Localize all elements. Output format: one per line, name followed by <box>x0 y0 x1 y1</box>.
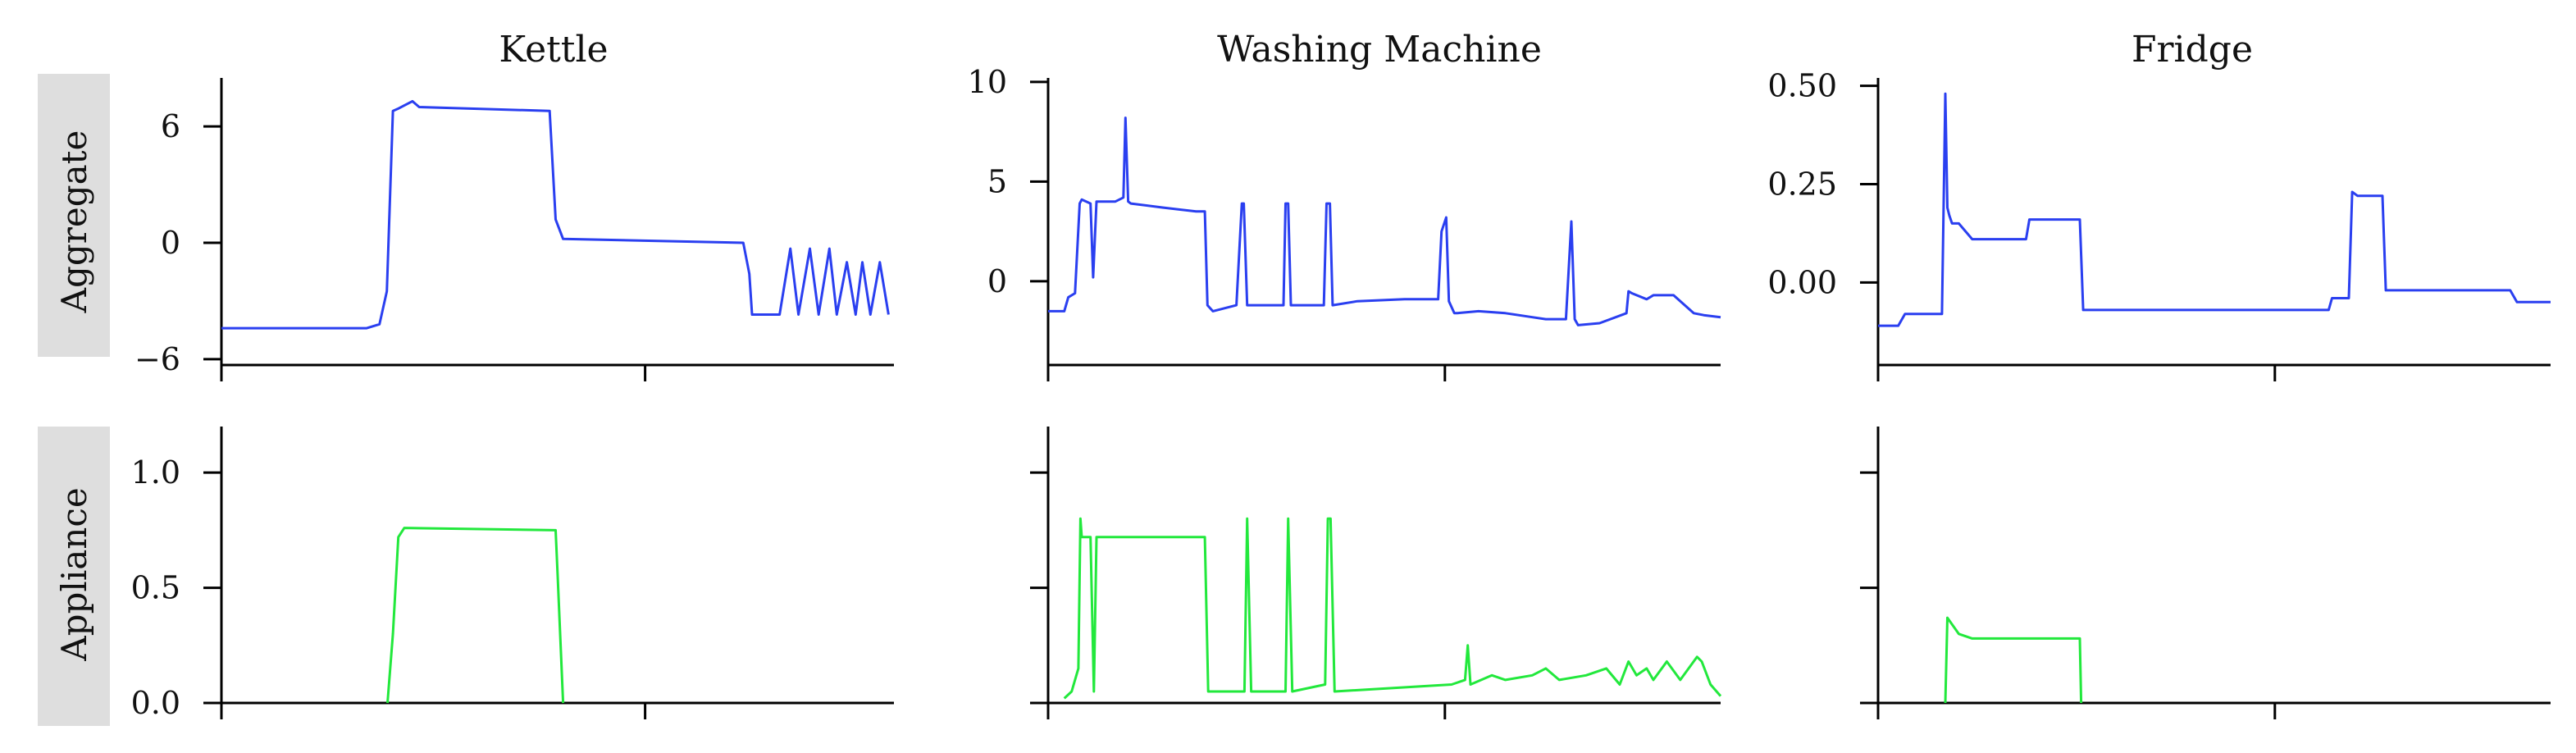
washing-appliance-series-line <box>1063 517 1722 700</box>
column-title-kettle: Kettle <box>499 29 608 71</box>
column-title-washing-machine: Washing Machine <box>1217 29 1542 71</box>
kettle-aggregate-series-line <box>221 99 890 330</box>
fridge-appliance-series-line <box>1944 616 2083 704</box>
washing-aggregate-y-tick-label: 0 <box>987 263 1007 299</box>
kettle-aggregate-y-tick-label: 0 <box>161 225 180 261</box>
panels-group: 6 0 −6 10 5 0 0.50 0.25 0.00 1.0 0.5 0.0 <box>131 64 2551 721</box>
fridge-aggregate-series-line <box>1878 92 2551 327</box>
fridge-aggregate-y-tick-label: 0.50 <box>1767 68 1837 104</box>
row-label-aggregate-box <box>38 74 110 357</box>
kettle-appliance-y-tick-label: 1.0 <box>131 454 180 491</box>
row-label-appliance: Appliance <box>54 487 94 661</box>
washing-aggregate-y-tick-label: 10 <box>968 64 1007 100</box>
row-label-appliance-box <box>38 427 110 726</box>
column-title-fridge: Fridge <box>2131 29 2253 71</box>
kettle-appliance-y-tick-label: 0.5 <box>131 570 180 606</box>
kettle-aggregate-y-tick-label: 6 <box>161 108 180 144</box>
kettle-appliance-series-line <box>386 527 565 704</box>
washing-aggregate-y-tick-label: 5 <box>987 163 1007 199</box>
fridge-aggregate-y-tick-label: 0.25 <box>1767 166 1837 202</box>
kettle-aggregate-y-tick-label: −6 <box>134 341 180 377</box>
row-label-aggregate: Aggregate <box>54 130 94 314</box>
washing-aggregate-series-line <box>1048 116 1721 326</box>
fridge-aggregate-y-tick-label: 0.00 <box>1767 264 1837 300</box>
kettle-appliance-y-tick-label: 0.0 <box>131 685 180 721</box>
